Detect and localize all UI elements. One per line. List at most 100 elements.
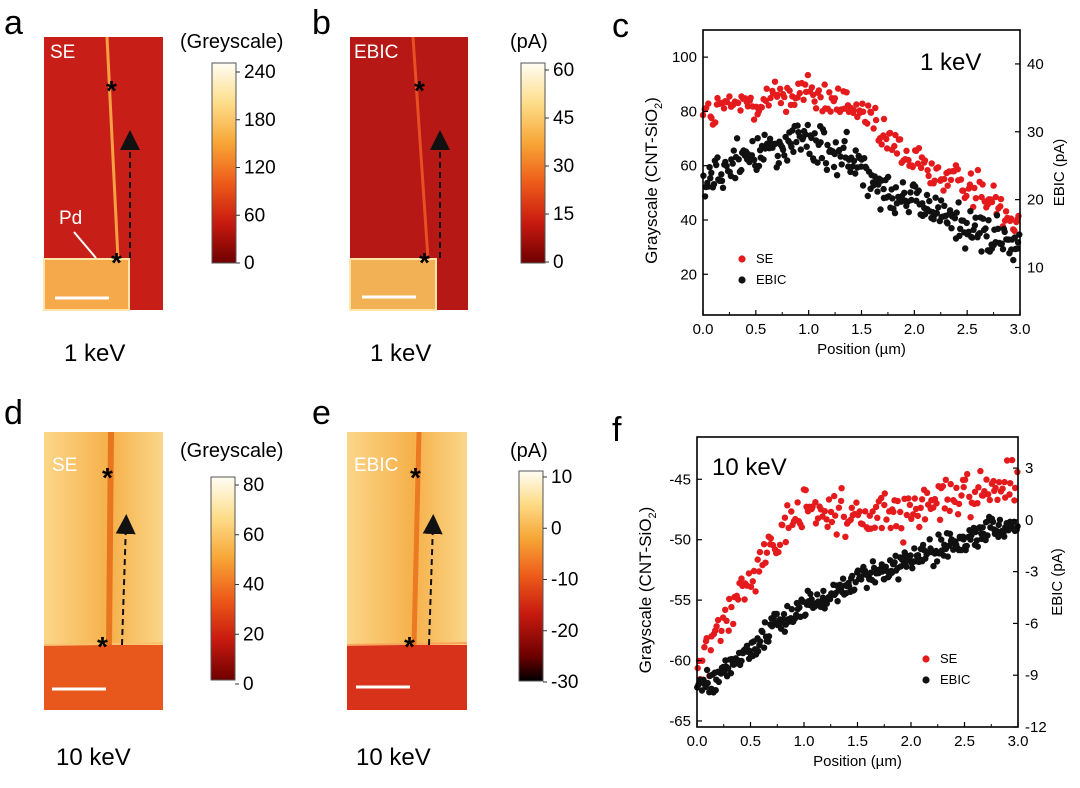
data-point-ebic: [941, 202, 948, 209]
y2-tick-label: -9: [1025, 667, 1038, 684]
data-point-se: [916, 523, 923, 531]
data-point-se: [898, 525, 905, 532]
data-point-se: [784, 502, 791, 509]
data-point-se: [782, 538, 789, 546]
data-point-se: [953, 484, 960, 491]
data-point-se: [1008, 456, 1016, 464]
data-point-se: [798, 523, 805, 531]
data-point-se: [853, 499, 860, 506]
data-point-ebic: [718, 171, 725, 178]
data-point-se: [750, 116, 758, 123]
data-point-se: [802, 486, 809, 494]
legend-label-se: SE: [940, 651, 958, 666]
data-point-ebic: [704, 679, 711, 687]
data-point-se: [758, 104, 765, 111]
data-point-ebic: [796, 604, 803, 611]
data-point-ebic: [979, 524, 986, 531]
data-point-se: [971, 488, 979, 495]
data-point-se: [713, 623, 720, 630]
data-point-ebic: [714, 154, 721, 161]
data-point-se: [921, 516, 929, 523]
data-point-se: [712, 119, 719, 126]
y2-tick-label: 40: [1027, 56, 1044, 73]
data-point-se: [767, 535, 774, 542]
data-point-se: [887, 524, 894, 532]
data-point-ebic: [903, 563, 910, 570]
data-point-ebic: [858, 576, 865, 583]
data-point-ebic: [749, 137, 756, 145]
data-point-se: [840, 513, 848, 520]
data-point-se: [961, 476, 969, 483]
data-point-se: [871, 524, 878, 531]
data-point-ebic: [703, 666, 711, 674]
data-point-ebic: [733, 135, 741, 142]
data-point-ebic: [998, 240, 1005, 247]
data-point-ebic: [863, 584, 870, 592]
data-point-ebic: [811, 130, 818, 137]
data-point-ebic: [905, 208, 912, 216]
data-point-se: [827, 108, 834, 115]
data-point-se: [939, 483, 947, 490]
data-point-se: [966, 493, 973, 500]
data-point-se: [859, 108, 867, 115]
data-point-se: [717, 637, 724, 645]
data-point-se: [883, 145, 891, 152]
y2-axis-title: EBIC (pA): [1051, 139, 1068, 207]
data-point-ebic: [880, 185, 887, 193]
data-point-ebic: [891, 209, 899, 217]
data-point-se: [917, 504, 924, 511]
data-point-se: [756, 548, 764, 556]
data-point-ebic: [892, 184, 900, 191]
y-axis-title: Grayscale (CNT-SiO2): [636, 507, 659, 674]
data-point-ebic: [765, 633, 773, 640]
data-point-ebic: [907, 189, 914, 196]
data-point-se: [859, 100, 866, 107]
colorbar-tick-label: 60: [553, 60, 574, 81]
data-point-se: [957, 176, 965, 183]
data-point-se: [725, 627, 732, 634]
data-point-se: [1003, 457, 1011, 464]
data-point-se: [832, 512, 839, 519]
data-point-se: [963, 192, 970, 200]
y-tick-label: 80: [680, 103, 697, 120]
data-point-ebic: [774, 152, 781, 160]
colorbar-tick-label: 0: [551, 518, 562, 539]
pd-electrode-a: [43, 258, 130, 311]
data-point-se: [730, 620, 737, 628]
colorbar-tick-label: 10: [551, 467, 572, 488]
data-point-ebic: [909, 565, 916, 572]
data-point-se: [747, 94, 754, 102]
data-point-se: [883, 135, 890, 143]
data-point-ebic: [808, 134, 815, 142]
data-point-se: [833, 531, 840, 538]
data-point-se: [881, 501, 888, 509]
colorbar-tick-label: 20: [243, 624, 264, 645]
data-point-se: [812, 520, 820, 527]
data-point-se: [880, 115, 888, 123]
data-point-ebic: [765, 638, 772, 645]
legend-marker-se: [922, 655, 930, 663]
data-point-ebic: [818, 154, 826, 162]
data-point-se: [940, 187, 947, 194]
data-point-se: [894, 497, 901, 505]
data-point-se: [935, 164, 942, 171]
energy-e: 10 keV: [356, 744, 431, 771]
data-point-se: [777, 99, 785, 107]
data-point-ebic: [833, 172, 841, 179]
data-point-ebic: [781, 628, 788, 635]
data-point-ebic: [867, 569, 874, 576]
data-point-se: [705, 100, 712, 107]
data-point-ebic: [803, 143, 810, 150]
x-tick-label: 0.5: [745, 321, 766, 338]
x-tick-label: 2.5: [954, 733, 975, 750]
data-point-se: [744, 103, 752, 110]
data-point-ebic: [780, 610, 788, 618]
y2-tick-label: -6: [1025, 615, 1038, 632]
y-tick-label: 100: [672, 49, 697, 66]
data-point-se: [988, 198, 996, 206]
data-point-se: [856, 508, 863, 515]
data-point-se: [842, 533, 849, 540]
data-point-se: [921, 157, 929, 164]
data-point-se: [923, 489, 931, 496]
legend-label-ebic: EBIC: [756, 272, 786, 287]
